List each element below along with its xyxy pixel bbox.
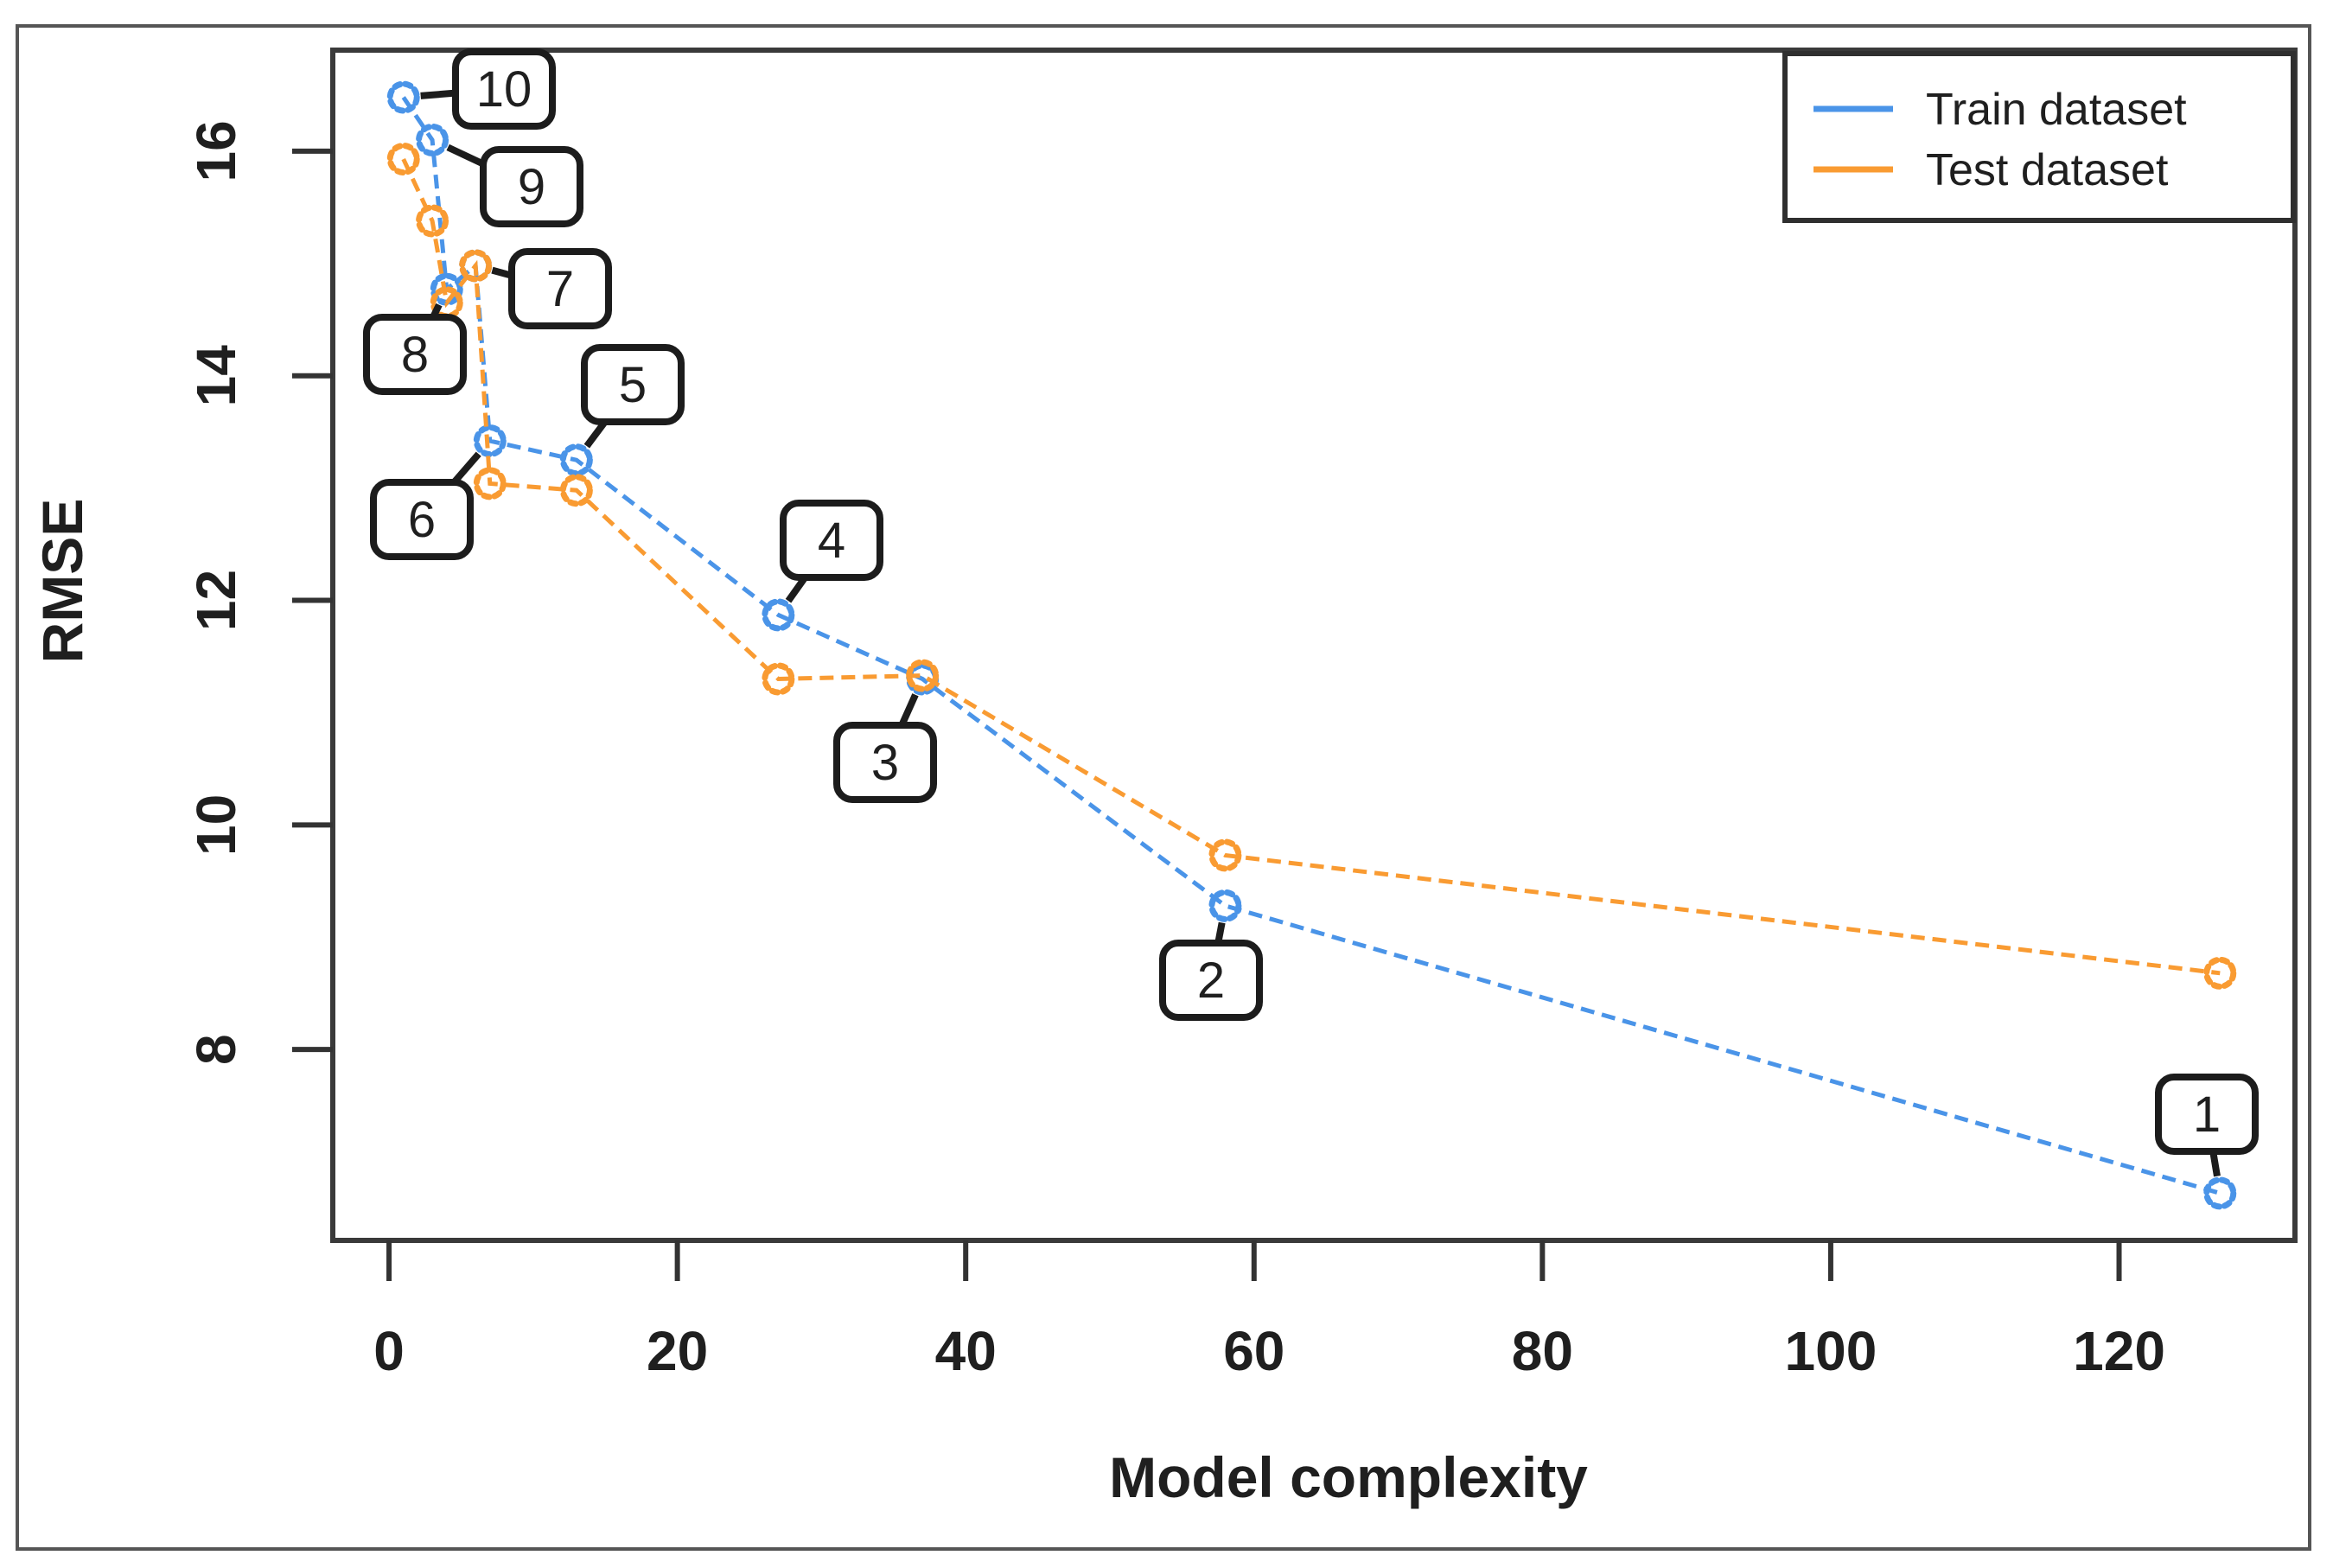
callout-label-3: 3 xyxy=(871,735,899,791)
test-data-point xyxy=(2203,956,2237,990)
callout-label-9: 9 xyxy=(518,159,545,215)
train-data-point xyxy=(2203,1176,2237,1210)
callout-label-8: 8 xyxy=(401,327,429,383)
x-tick-label: 80 xyxy=(1512,1320,1573,1382)
train-data-point xyxy=(762,598,795,632)
callout-box-7 xyxy=(508,248,612,329)
legend: Train dataset Test dataset xyxy=(1782,51,2296,223)
plot-frame xyxy=(330,48,2298,1243)
callout-box-4 xyxy=(780,500,883,581)
y-axis-title: RMSE xyxy=(30,499,94,664)
y-tick-label: 16 xyxy=(185,120,247,182)
train-data-point xyxy=(416,123,449,156)
legend-test-label: Test dataset xyxy=(1926,145,2169,195)
y-tick-label: 10 xyxy=(185,794,247,856)
train-series-line xyxy=(401,96,2221,1195)
callout-box-8 xyxy=(363,314,467,395)
x-tick-label: 100 xyxy=(1785,1320,1877,1382)
test-series-line xyxy=(401,157,2221,976)
callout-label-10: 10 xyxy=(476,61,532,118)
callout-box-10 xyxy=(452,48,556,130)
callout-box-3 xyxy=(833,722,937,803)
test-data-point xyxy=(473,467,507,500)
x-tick-label: 40 xyxy=(935,1320,997,1382)
test-data-point xyxy=(559,474,593,507)
test-data-point xyxy=(1208,838,1242,872)
callout-label-4: 4 xyxy=(818,513,845,569)
callout-box-5 xyxy=(581,344,685,425)
train-data-point xyxy=(559,443,593,477)
x-tick-label: 0 xyxy=(373,1320,405,1382)
callout-label-6: 6 xyxy=(408,492,436,548)
test-data-point xyxy=(386,143,420,176)
train-data-point xyxy=(473,424,507,458)
series-layer xyxy=(386,80,2237,1210)
legend-box xyxy=(1782,51,2296,223)
train-data-point xyxy=(1208,889,1242,922)
callout-box-1 xyxy=(2155,1074,2259,1155)
callout-box-6 xyxy=(370,479,474,560)
y-axis: 8 10 12 14 16 xyxy=(185,120,333,1065)
annotation-layer: 10 9 8 7 6 5 4 3 2 1 xyxy=(363,48,2259,1177)
y-tick-label: 14 xyxy=(185,345,247,407)
callout-label-5: 5 xyxy=(619,357,647,413)
x-tick-label: 20 xyxy=(647,1320,708,1382)
figure-border xyxy=(16,24,2311,1551)
callout-label-7: 7 xyxy=(546,261,574,317)
x-tick-label: 60 xyxy=(1223,1320,1284,1382)
test-data-point xyxy=(459,249,493,283)
callout-label-1: 1 xyxy=(2193,1087,2221,1143)
callout-label-2: 2 xyxy=(1197,953,1225,1009)
test-data-point xyxy=(416,204,449,238)
test-data-point xyxy=(906,659,940,692)
train-data-point xyxy=(386,80,420,114)
y-tick-label: 12 xyxy=(185,570,247,631)
x-axis-title: Model complexity xyxy=(1109,1445,1588,1509)
y-tick-label: 8 xyxy=(185,1034,247,1065)
x-axis: 0 20 40 60 80 100 120 xyxy=(373,1240,2165,1382)
callout-box-2 xyxy=(1159,940,1263,1021)
test-data-point xyxy=(762,662,795,696)
callout-box-9 xyxy=(480,146,583,227)
legend-train-label: Train dataset xyxy=(1926,85,2187,135)
x-tick-label: 120 xyxy=(2073,1320,2165,1382)
